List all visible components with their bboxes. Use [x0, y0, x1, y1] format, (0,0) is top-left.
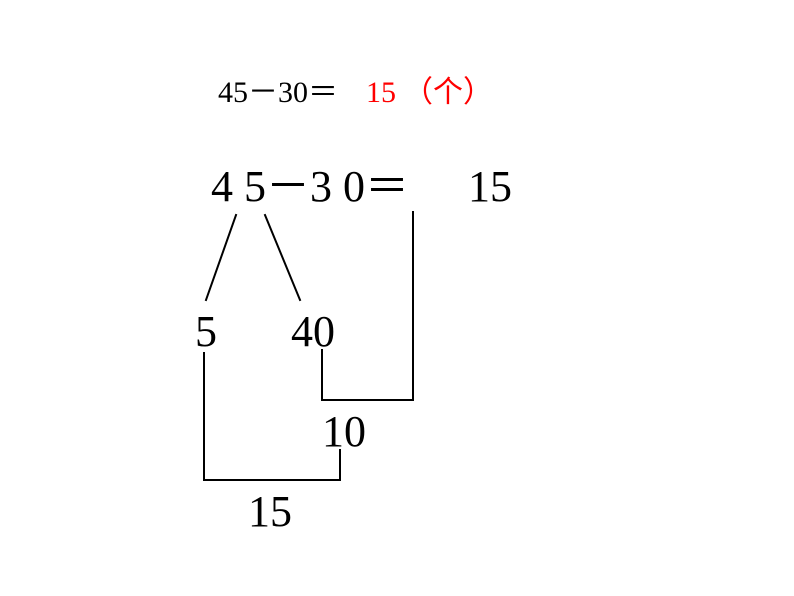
diagram-canvas: 45－30＝ 15 （个） 4 5－3 0＝ 15 5 40 10 15: [0, 0, 794, 596]
connector-lines: [0, 0, 794, 596]
